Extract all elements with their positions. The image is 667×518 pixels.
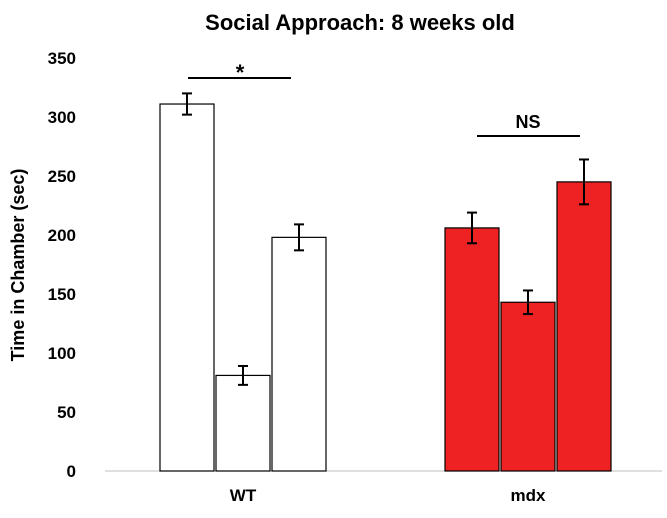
bar-mdx-3 (556, 181, 612, 472)
significance-label-mdx: NS (515, 112, 540, 132)
category-label-mdx: mdx (511, 486, 547, 505)
y-tick-label: 50 (57, 403, 76, 422)
bar-wt-3 (271, 236, 327, 472)
y-tick-label: 150 (48, 285, 76, 304)
bar-mdx-1 (444, 227, 500, 472)
bars (159, 103, 612, 472)
bar-mdx-2 (500, 301, 556, 472)
y-tick-label: 300 (48, 108, 76, 127)
category-label-wt: WT (230, 486, 257, 505)
chart-title: Social Approach: 8 weeks old (205, 10, 515, 35)
y-tick-label: 100 (48, 344, 76, 363)
y-tick-label: 250 (48, 167, 76, 186)
y-tick-label: 200 (48, 226, 76, 245)
significance-label-wt: * (236, 60, 245, 85)
bar-wt-1 (159, 103, 215, 472)
significance-annotations: * NS (188, 60, 580, 137)
y-tick-label: 350 (48, 49, 76, 68)
bar-wt-2 (215, 374, 271, 472)
y-axis-ticks: 0 50 100 150 200 250 300 350 (48, 49, 76, 481)
error-bars (182, 92, 589, 386)
y-tick-label: 0 (67, 462, 76, 481)
y-axis-label: Time in Chamber (sec) (8, 169, 28, 362)
category-labels: WT mdx (230, 486, 546, 505)
